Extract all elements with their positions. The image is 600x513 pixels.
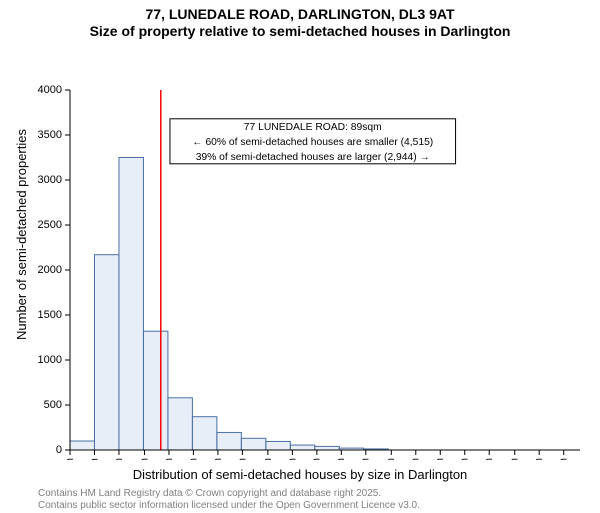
y-tick-label: 0	[56, 444, 62, 456]
x-tick-label: 145sqm	[212, 458, 224, 460]
x-tick-label: 484sqm	[558, 458, 570, 460]
x-axis-label: Distribution of semi-detached houses by …	[0, 467, 600, 482]
x-tick-label: 121sqm	[187, 458, 199, 460]
histogram-bar	[266, 441, 290, 450]
y-tick-label: 1000	[38, 354, 62, 366]
histogram-bar	[217, 432, 241, 450]
footer-line2: Contains public sector information licen…	[38, 500, 594, 513]
x-tick-label: 339sqm	[410, 458, 422, 460]
y-tick-label: 2500	[38, 219, 62, 231]
y-tick-label: 3000	[38, 174, 62, 186]
annotation-text: ← 60% of semi-detached houses are smalle…	[192, 137, 433, 148]
y-tick-label: 3500	[38, 129, 62, 141]
y-tick-label: 4000	[38, 84, 62, 96]
histogram-bar	[241, 438, 265, 450]
histogram-bar	[315, 446, 339, 450]
x-tick-label: 436sqm	[509, 458, 521, 460]
x-tick-label: 0sqm	[64, 458, 76, 460]
page-root: { "title_line1": "77, LUNEDALE ROAD, DAR…	[0, 0, 600, 500]
histogram-bar	[168, 397, 192, 449]
chart-title: 77, LUNEDALE ROAD, DARLINGTON, DL3 9AT S…	[0, 0, 600, 40]
histogram-bar	[192, 416, 216, 449]
x-tick-label: 218sqm	[286, 458, 298, 460]
x-tick-label: 315sqm	[385, 458, 397, 460]
x-tick-label: 169sqm	[236, 458, 248, 460]
x-tick-label: 290sqm	[360, 458, 372, 460]
histogram-bar	[70, 441, 94, 450]
chart-container: 77 LUNEDALE ROAD: 89sqm ← 60% of semi-det…	[0, 40, 600, 465]
histogram-bar	[119, 157, 143, 450]
histogram-bar	[290, 445, 314, 450]
footer-credits: Contains HM Land Registry data © Crown c…	[0, 482, 600, 513]
annotation-text: 39% of semi-detached houses are larger (…	[196, 152, 430, 163]
x-tick-label: 48sqm	[113, 458, 125, 460]
x-tick-label: 24sqm	[88, 458, 100, 460]
histogram-bar	[143, 331, 167, 450]
chart-title-line1: 77, LUNEDALE ROAD, DARLINGTON, DL3 9AT	[0, 6, 600, 23]
x-tick-label: 363sqm	[434, 458, 446, 460]
x-tick-label: 97sqm	[163, 458, 175, 460]
x-tick-label: 242sqm	[311, 458, 323, 460]
x-tick-label: 73sqm	[138, 458, 150, 460]
histogram-chart: 77 LUNEDALE ROAD: 89sqm ← 60% of semi-det…	[0, 40, 600, 460]
footer-line1: Contains HM Land Registry data © Crown c…	[38, 488, 594, 501]
x-tick-label: 460sqm	[533, 458, 545, 460]
x-tick-label: 266sqm	[335, 458, 347, 460]
x-tick-label: 411sqm	[483, 458, 495, 460]
x-tick-label: 387sqm	[459, 458, 471, 460]
y-tick-label: 500	[44, 399, 62, 411]
x-tick-label: 194sqm	[262, 458, 274, 460]
y-tick-label: 2000	[38, 264, 62, 276]
y-tick-label: 1500	[38, 309, 62, 321]
annotation-text: 77 LUNEDALE ROAD: 89sqm	[244, 122, 382, 133]
chart-title-line2: Size of property relative to semi-detach…	[0, 23, 600, 40]
histogram-bar	[94, 254, 118, 449]
